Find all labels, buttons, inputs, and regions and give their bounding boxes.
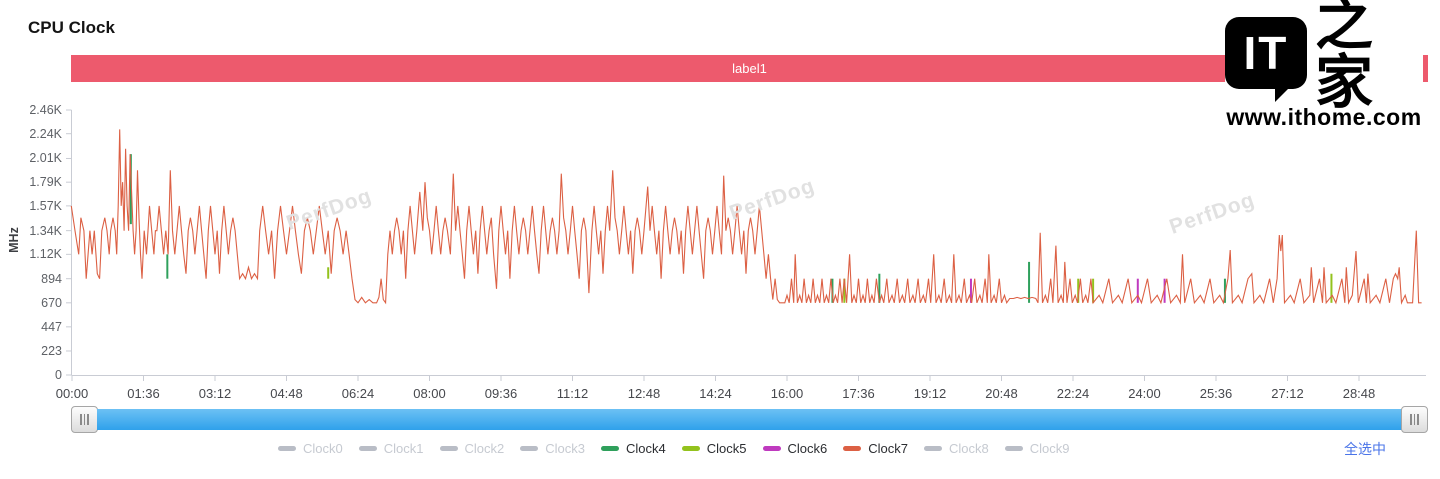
x-axis-tick-label: 25:36 [1199, 386, 1233, 401]
legend-item-clock1[interactable]: Clock1 [358, 440, 424, 456]
x-axis-tick-label: 22:24 [1056, 386, 1090, 401]
x-axis-tick-label: 08:00 [413, 386, 446, 401]
x-axis-tick-label: 04:48 [270, 386, 303, 401]
x-axis-tick-label: 27:12 [1271, 386, 1304, 401]
legend-marker-icon [520, 445, 539, 451]
legend-label: Clock5 [706, 440, 747, 456]
legend-marker-icon [681, 445, 700, 451]
legend-label: Clock7 [868, 440, 908, 456]
time-range-scrollbar[interactable] [71, 406, 1428, 434]
x-axis-tick-label: 03:12 [198, 386, 232, 401]
legend-label: Clock1 [383, 440, 424, 456]
legend-marker-icon [843, 445, 862, 451]
x-axis-tick-label: 01:36 [127, 386, 160, 401]
legend-item-clock2[interactable]: Clock2 [439, 440, 505, 456]
legend-item-clock7[interactable]: Clock7 [843, 441, 908, 456]
y-axis-tick-label: 1.57K [29, 198, 62, 213]
scrollbar-selected-range[interactable] [97, 409, 1402, 430]
legend-label: Clock8 [949, 440, 989, 456]
y-axis-tick-label: 670 [41, 295, 62, 310]
legend-item-clock0[interactable]: Clock0 [278, 441, 343, 456]
legend-label: Clock4 [626, 440, 666, 456]
grip-icon [87, 414, 89, 425]
ithome-cn-text: 之家 [1314, 0, 1373, 116]
scrollbar-right-handle[interactable] [1401, 406, 1428, 433]
y-axis-tick-label: 1.12K [29, 247, 62, 262]
speech-bubble-tail [1274, 86, 1291, 102]
series-banner[interactable]: label1 [71, 55, 1428, 82]
legend-marker-icon [601, 445, 619, 451]
y-axis-tick-label: 447 [41, 319, 62, 334]
grip-icon [1413, 414, 1416, 425]
legend-label: Clock3 [545, 440, 585, 456]
x-axis-tick-label: 19:12 [913, 386, 947, 401]
y-axis-tick-label: 223 [41, 343, 62, 358]
legend-marker-icon [1004, 445, 1023, 451]
grip-icon [1410, 414, 1412, 425]
legend-item-clock4[interactable]: Clock4 [601, 441, 666, 456]
x-axis-tick-label: 09:36 [484, 386, 518, 401]
legend-item-clock3[interactable]: Clock3 [520, 441, 585, 456]
legend-label: Clock0 [303, 440, 343, 456]
y-axis-tick-label: 2.24K [29, 126, 62, 141]
y-axis-tick-label: 2.01K [29, 151, 62, 166]
x-axis-tick-label: 14:24 [699, 386, 732, 401]
ithome-logo: IT 之家 www.ithome.com [1225, 0, 1423, 148]
y-axis-tick-label: 1.34K [29, 223, 62, 238]
x-axis-tick-label: 06:24 [341, 386, 375, 401]
y-axis-tick-label: 894 [41, 271, 62, 286]
legend-item-clock5[interactable]: Clock5 [681, 440, 747, 456]
x-axis-tick-label: 12:48 [627, 386, 661, 401]
x-axis-tick-label: 17:36 [842, 386, 875, 401]
page-title: CPU Clock [28, 18, 115, 37]
grip-icon [83, 414, 86, 425]
x-axis-tick-label: 20:48 [985, 386, 1018, 401]
legend-marker-icon [278, 445, 296, 451]
legend-label: Clock2 [464, 440, 505, 456]
ithome-it-bubble-icon: IT [1225, 17, 1307, 102]
y-axis-tick-label: 2.46K [29, 103, 62, 117]
legend-marker-icon [439, 445, 458, 451]
x-axis-tick-label: 16:00 [770, 386, 804, 401]
legend-marker-icon [358, 445, 377, 451]
legend: Clock0 Clock1 Clock2 Clock3 Clock4 Clock5 Cloc… [278, 437, 1070, 459]
y-axis-tick-label: 0 [55, 368, 62, 382]
grip-icon [1417, 414, 1419, 425]
select-all-link[interactable]: 全选中 [1344, 441, 1386, 457]
ithome-it-text: IT [1243, 27, 1289, 79]
legend-item-clock8[interactable]: Clock8 [924, 441, 989, 456]
x-axis-tick-label: 24:00 [1128, 386, 1161, 401]
legend-label: Clock9 [1029, 440, 1070, 456]
legend-item-clock9[interactable]: Clock9 [1004, 440, 1070, 456]
y-axis-tick-label: 1.79K [29, 175, 62, 190]
x-axis-tick-label: 00:00 [55, 386, 89, 401]
ithome-url-text: www.ithome.com [1226, 104, 1422, 130]
legend-item-clock6[interactable]: Clock6 [762, 440, 828, 456]
series-line-clock7 [70, 129, 1422, 305]
grip-icon [80, 414, 82, 425]
legend-marker-icon [924, 445, 942, 451]
scrollbar-left-handle[interactable] [71, 406, 98, 433]
x-axis-tick-label: 11:12 [556, 386, 589, 401]
legend-marker-icon [762, 445, 781, 451]
legend-label: Clock6 [787, 440, 828, 456]
x-axis-tick-label: 28:48 [1342, 386, 1376, 401]
banner-label: label1 [732, 61, 767, 76]
